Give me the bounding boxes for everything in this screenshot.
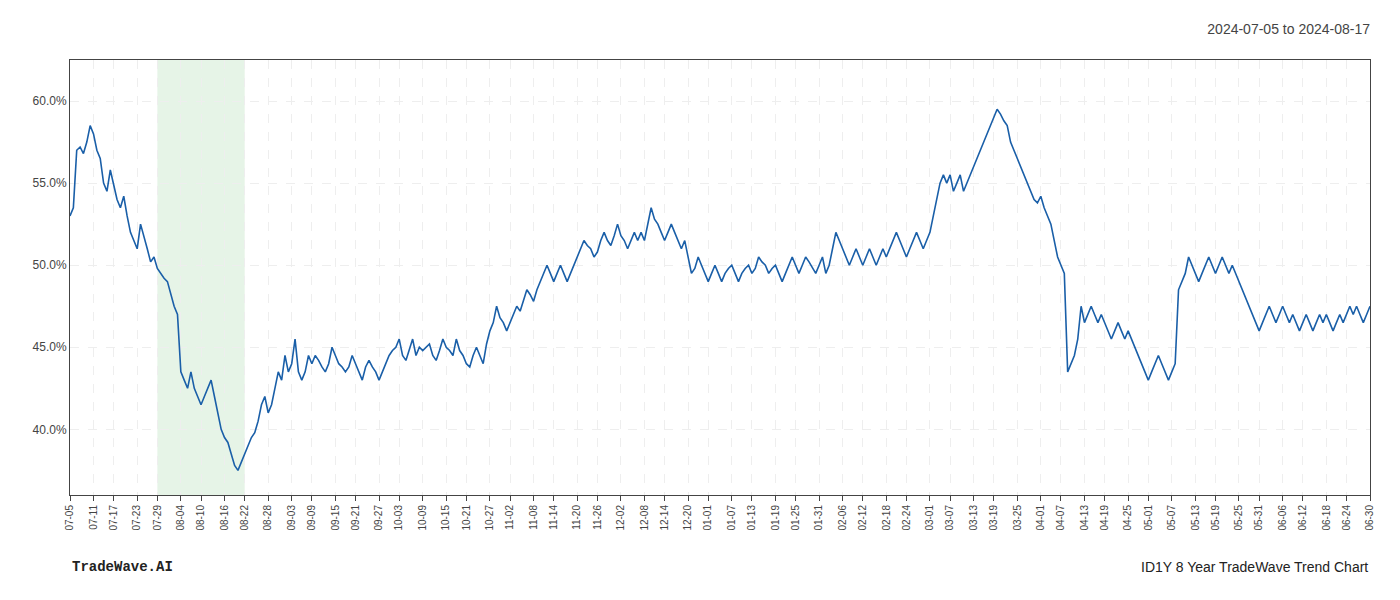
svg-text:06-24: 06-24 bbox=[1341, 505, 1352, 531]
svg-text:05-25: 05-25 bbox=[1233, 505, 1244, 531]
svg-text:60.0%: 60.0% bbox=[33, 94, 67, 108]
svg-text:01-01: 01-01 bbox=[702, 505, 713, 531]
svg-text:12-08: 12-08 bbox=[639, 505, 650, 531]
svg-text:01-25: 01-25 bbox=[790, 505, 801, 531]
svg-text:09-27: 09-27 bbox=[373, 505, 384, 531]
svg-text:05-01: 05-01 bbox=[1143, 505, 1154, 531]
svg-text:02-12: 02-12 bbox=[857, 505, 868, 531]
svg-text:03-19: 03-19 bbox=[988, 505, 999, 531]
svg-text:11-26: 11-26 bbox=[592, 505, 603, 530]
svg-text:04-13: 04-13 bbox=[1079, 505, 1090, 531]
svg-text:10-15: 10-15 bbox=[440, 505, 451, 531]
svg-text:2024-07-05 to 2024-08-17: 2024-07-05 to 2024-08-17 bbox=[1207, 21, 1370, 37]
svg-text:11-20: 11-20 bbox=[571, 505, 582, 530]
svg-text:03-25: 03-25 bbox=[1012, 505, 1023, 531]
svg-text:03-13: 03-13 bbox=[968, 505, 979, 531]
svg-text:07-11: 07-11 bbox=[88, 505, 99, 530]
svg-text:07-17: 07-17 bbox=[108, 505, 119, 531]
svg-text:11-14: 11-14 bbox=[548, 505, 559, 530]
svg-text:05-13: 05-13 bbox=[1190, 505, 1201, 531]
svg-text:02-24: 02-24 bbox=[901, 505, 912, 531]
svg-text:11-02: 11-02 bbox=[504, 505, 515, 530]
svg-text:12-14: 12-14 bbox=[659, 505, 670, 531]
svg-text:08-28: 08-28 bbox=[262, 505, 273, 531]
svg-text:10-03: 10-03 bbox=[393, 505, 404, 531]
svg-text:03-07: 03-07 bbox=[944, 505, 955, 531]
svg-text:08-22: 08-22 bbox=[239, 505, 250, 531]
svg-text:03-01: 03-01 bbox=[924, 505, 935, 531]
svg-text:08-04: 08-04 bbox=[175, 505, 186, 531]
svg-text:04-01: 04-01 bbox=[1035, 505, 1046, 531]
svg-text:TradeWave.AI: TradeWave.AI bbox=[72, 559, 173, 575]
svg-text:04-25: 04-25 bbox=[1122, 505, 1133, 531]
svg-text:08-16: 08-16 bbox=[219, 505, 230, 531]
svg-text:55.0%: 55.0% bbox=[33, 176, 67, 190]
svg-text:01-19: 01-19 bbox=[770, 505, 781, 531]
svg-text:02-18: 02-18 bbox=[881, 505, 892, 531]
svg-text:06-12: 06-12 bbox=[1297, 505, 1308, 531]
svg-text:04-07: 04-07 bbox=[1055, 505, 1066, 531]
svg-text:07-29: 07-29 bbox=[152, 505, 163, 531]
svg-text:10-21: 10-21 bbox=[461, 505, 472, 531]
svg-text:05-19: 05-19 bbox=[1210, 505, 1221, 531]
svg-text:08-10: 08-10 bbox=[195, 505, 206, 531]
svg-text:09-03: 09-03 bbox=[286, 505, 297, 531]
svg-text:06-18: 06-18 bbox=[1321, 505, 1332, 531]
svg-text:10-09: 10-09 bbox=[417, 505, 428, 531]
svg-text:07-05: 07-05 bbox=[64, 505, 75, 531]
svg-text:12-20: 12-20 bbox=[682, 505, 693, 531]
svg-text:12-02: 12-02 bbox=[615, 505, 626, 531]
svg-text:10-27: 10-27 bbox=[484, 505, 495, 531]
svg-text:11-08: 11-08 bbox=[528, 505, 539, 530]
svg-text:09-09: 09-09 bbox=[306, 505, 317, 531]
svg-text:06-30: 06-30 bbox=[1364, 505, 1375, 531]
svg-text:04-19: 04-19 bbox=[1099, 505, 1110, 531]
svg-text:01-13: 01-13 bbox=[746, 505, 757, 531]
svg-text:ID1Y 8 Year TradeWave Trend Ch: ID1Y 8 Year TradeWave Trend Chart bbox=[1141, 559, 1368, 575]
svg-text:45.0%: 45.0% bbox=[33, 340, 67, 354]
svg-text:40.0%: 40.0% bbox=[33, 423, 67, 437]
svg-text:09-21: 09-21 bbox=[350, 505, 361, 531]
svg-text:07-23: 07-23 bbox=[131, 505, 142, 531]
svg-text:01-31: 01-31 bbox=[813, 505, 824, 531]
svg-text:50.0%: 50.0% bbox=[33, 258, 67, 272]
svg-text:01-07: 01-07 bbox=[726, 505, 737, 531]
svg-text:09-15: 09-15 bbox=[330, 505, 341, 531]
svg-text:05-07: 05-07 bbox=[1166, 505, 1177, 531]
svg-text:06-06: 06-06 bbox=[1277, 505, 1288, 531]
svg-text:02-06: 02-06 bbox=[837, 505, 848, 531]
svg-text:05-31: 05-31 bbox=[1253, 505, 1264, 531]
